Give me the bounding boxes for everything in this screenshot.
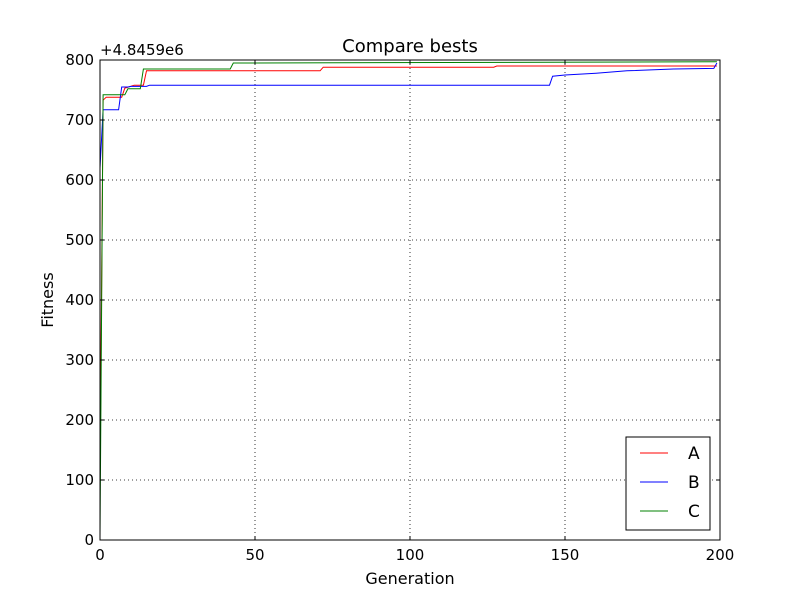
y-tick-label: 0 bbox=[84, 531, 94, 549]
y-tick-label: 400 bbox=[65, 291, 94, 309]
series-line-a bbox=[99, 65, 717, 481]
y-axis-label: Fitness bbox=[38, 272, 57, 327]
ticks: 0 50 100 150 200 0 100 200 300 400 500 600 700 800 bbox=[65, 51, 734, 564]
legend-label-b: B bbox=[688, 473, 700, 493]
y-tick-label: 700 bbox=[65, 111, 94, 129]
legend: ABC bbox=[625, 436, 711, 531]
x-axis-label: Generation bbox=[365, 569, 454, 588]
x-tick-label: 0 bbox=[95, 546, 105, 564]
y-tick-label: 600 bbox=[65, 171, 94, 189]
legend-label-a: A bbox=[688, 444, 700, 464]
y-offset-label: +4.8459e6 bbox=[100, 41, 184, 59]
x-tick-label: 100 bbox=[396, 546, 425, 564]
series-line-c bbox=[99, 61, 717, 538]
grid bbox=[100, 60, 720, 540]
series-line-b bbox=[99, 62, 718, 169]
legend-label-c: C bbox=[688, 502, 700, 522]
chart-title: Compare bests bbox=[342, 36, 478, 57]
x-tick-label: 200 bbox=[706, 546, 735, 564]
y-tick-label: 300 bbox=[65, 351, 94, 369]
y-tick-label: 100 bbox=[65, 471, 94, 489]
x-tick-label: 50 bbox=[245, 546, 264, 564]
y-tick-label: 800 bbox=[65, 51, 94, 69]
series-group bbox=[99, 61, 718, 538]
y-tick-label: 200 bbox=[65, 411, 94, 429]
x-tick-label: 150 bbox=[551, 546, 580, 564]
y-tick-label: 500 bbox=[65, 231, 94, 249]
